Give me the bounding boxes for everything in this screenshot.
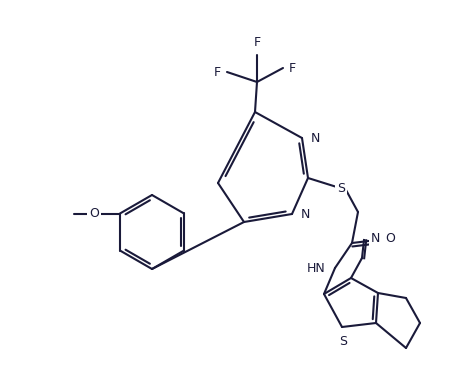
Text: N: N: [311, 132, 320, 145]
Text: S: S: [339, 335, 347, 348]
Text: F: F: [253, 36, 261, 49]
Text: N: N: [371, 231, 381, 244]
Text: N: N: [301, 209, 310, 222]
Text: O: O: [385, 233, 395, 245]
Text: F: F: [214, 66, 221, 78]
Text: HN: HN: [307, 262, 326, 275]
Text: F: F: [289, 61, 296, 74]
Text: O: O: [89, 207, 99, 220]
Text: S: S: [337, 181, 345, 195]
